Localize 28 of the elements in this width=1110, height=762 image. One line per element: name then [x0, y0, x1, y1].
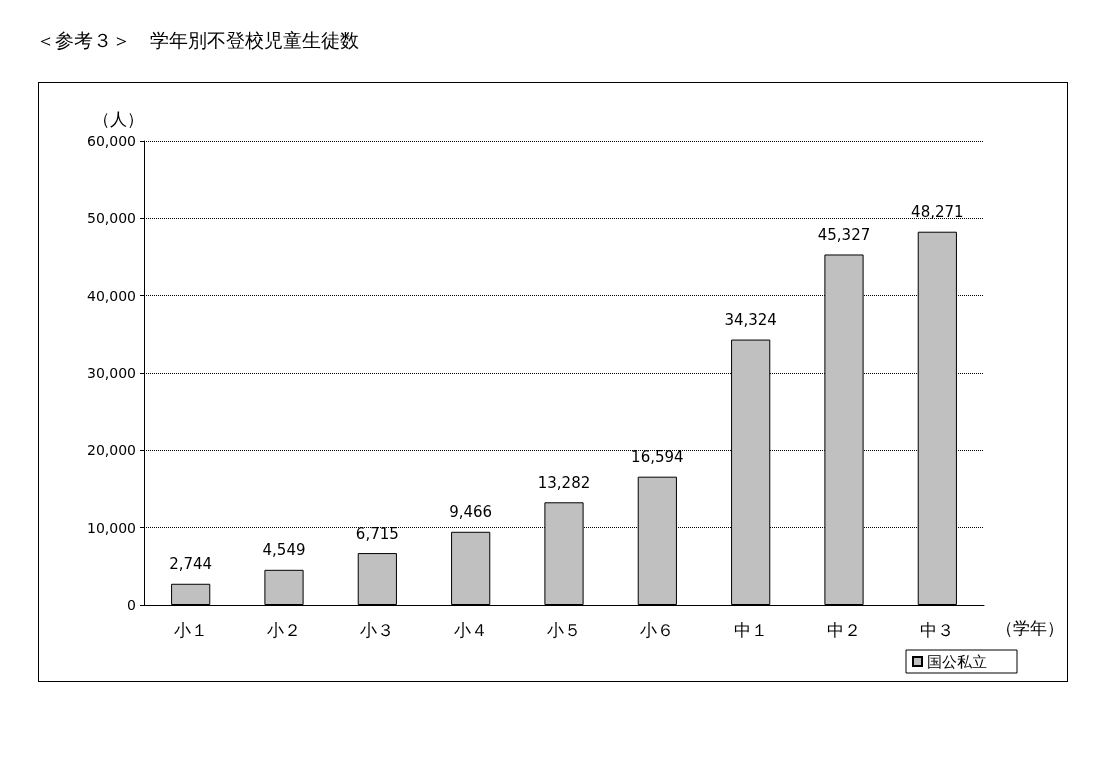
y-axis-title: （人） — [93, 108, 144, 129]
y-tick-label: 10,000 — [87, 519, 136, 536]
y-tick-label: 60,000 — [87, 133, 136, 149]
x-tick-label: 中３ — [920, 619, 955, 640]
x-axis-title: （学年） — [996, 617, 1064, 638]
data-label: 48,271 — [911, 203, 964, 222]
x-tick-label: 小３ — [360, 619, 395, 640]
data-label: 2,744 — [169, 555, 213, 574]
y-tick-label: 20,000 — [87, 442, 136, 459]
y-tick-label: 30,000 — [87, 365, 136, 381]
x-tick-label: 小５ — [547, 619, 581, 640]
y-tick-label: 0 — [127, 597, 136, 613]
x-tick-label: 中２ — [827, 619, 861, 640]
x-tick-label: 小４ — [453, 619, 488, 640]
data-label: 16,594 — [631, 448, 684, 467]
x-tick-label: 小２ — [267, 619, 301, 640]
data-label: 13,282 — [537, 473, 591, 492]
data-label: 45,327 — [817, 225, 871, 244]
x-tick-label: 小６ — [640, 619, 675, 640]
data-label: 9,466 — [449, 503, 493, 522]
y-tick-label: 50,000 — [87, 210, 136, 227]
x-tick-label: 中１ — [733, 619, 768, 640]
data-label: 34,324 — [724, 311, 777, 330]
chart-title: ＜参考３＞ 学年別不登校児童生徒数 — [36, 28, 359, 53]
data-label: 4,549 — [262, 541, 306, 560]
y-tick-label: 40,000 — [87, 287, 136, 304]
legend-label: 国公私立 — [927, 652, 987, 671]
x-tick-label: 小１ — [173, 619, 208, 640]
